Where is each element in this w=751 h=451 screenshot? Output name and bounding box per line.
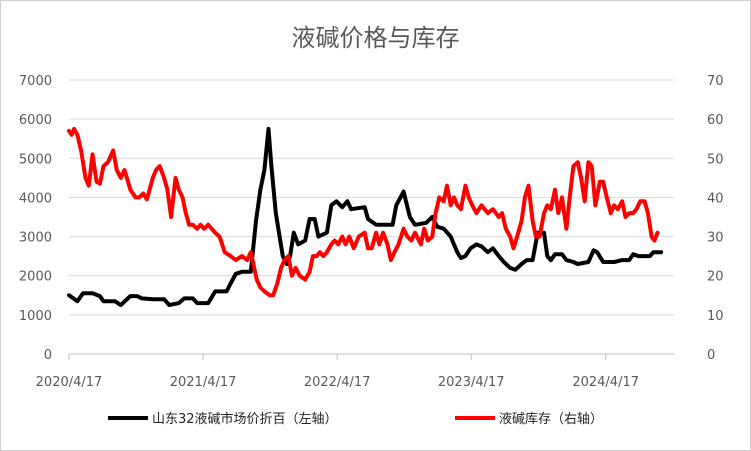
y-left-tick-label: 2000 [19,270,52,285]
y-left-tick-label: 6000 [19,113,52,128]
x-tick-label: 2020/4/17 [36,375,103,390]
y-right-tick-label: 50 [707,152,724,167]
y-left-tick-label: 3000 [19,231,52,246]
chart-title: 液碱价格与库存 [291,24,460,52]
y-left-tick-label: 4000 [19,191,52,206]
y-left-tick-label: 0 [44,348,52,363]
y-left-tick-label: 7000 [19,74,52,89]
legend: 山东32液碱市场价折百（左轴） 液碱库存（右轴） [108,411,603,427]
y-right-tick-label: 40 [707,191,724,206]
plot-area [67,126,664,308]
y-right-tick-label: 0 [707,348,715,363]
legend-label: 液碱库存（右轴） [499,411,603,427]
x-tick-label: 2021/4/17 [170,375,237,390]
y-right-tick-label: 60 [707,113,724,128]
inventory-line [67,126,660,298]
x-tick-label: 2022/4/17 [304,375,371,390]
gridlines [69,79,674,316]
x-tick-label: 2023/4/17 [438,375,505,390]
axes: 0 0 1000 10 2000 20 3000 30 4000 40 5000 50 6000 60 70… [19,74,724,390]
price-line [67,126,664,308]
y-right-tick-label: 20 [707,270,724,285]
x-tick-label: 2024/4/17 [572,375,639,390]
y-right-tick-label: 70 [707,74,724,89]
y-right-tick-label: 10 [707,309,724,324]
y-left-tick-label: 1000 [19,309,52,324]
y-left-tick-label: 5000 [19,152,52,167]
legend-label: 山东32液碱市场价折百（左轴） [152,411,338,427]
y-right-tick-label: 30 [707,231,724,246]
